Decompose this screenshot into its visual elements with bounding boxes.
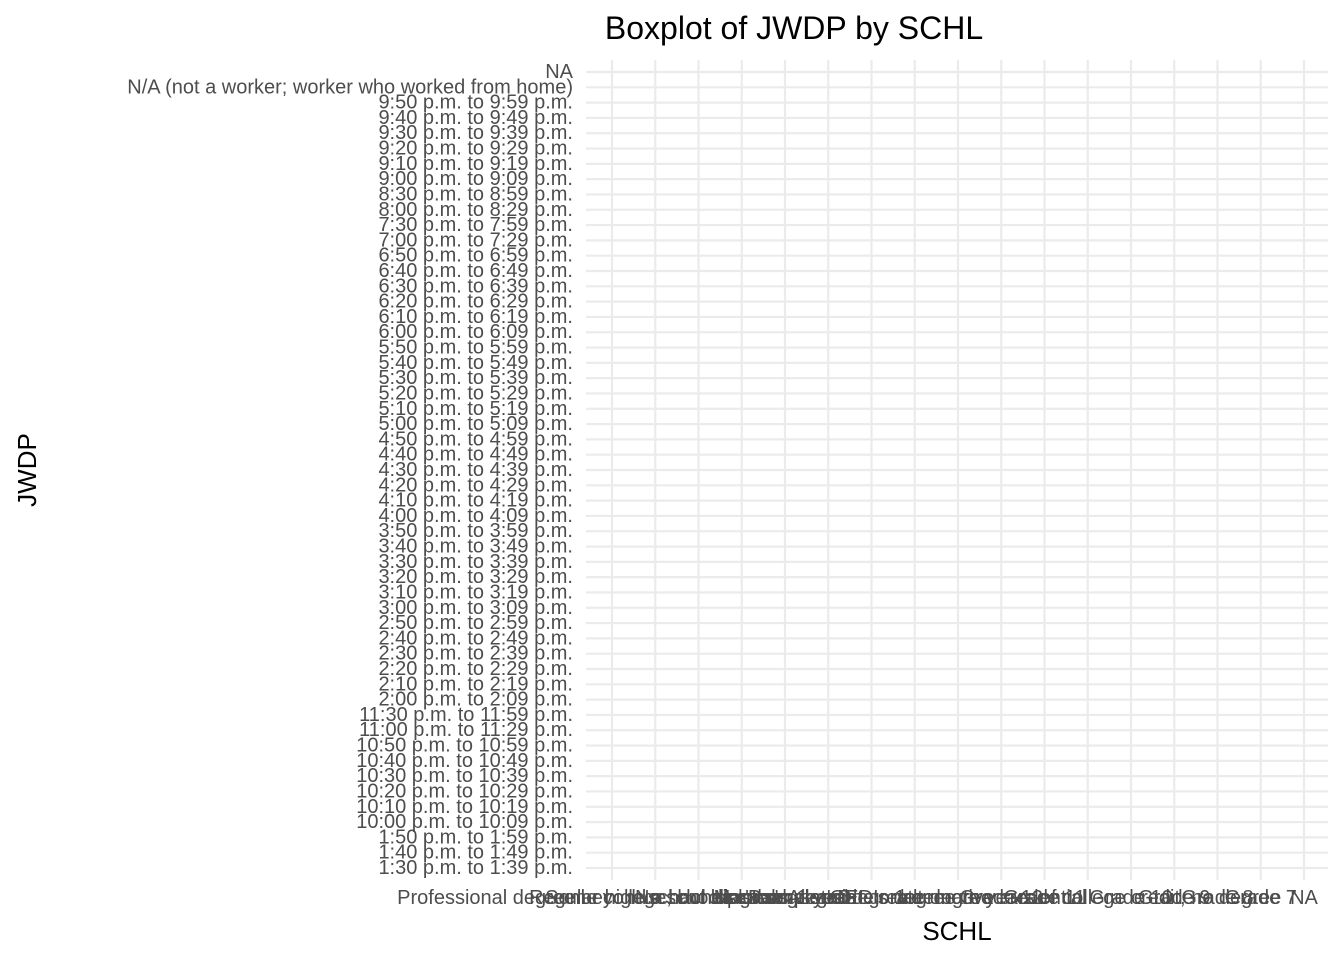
x-tick-label: GED or alternative credential xyxy=(830,887,1087,909)
y-tick-label: 10:50 p.m. to 10:59 p.m. xyxy=(356,735,573,757)
y-tick-label: 4:30 p.m. to 4:39 p.m. xyxy=(378,459,573,481)
y-tick-label: NA xyxy=(545,61,573,83)
y-tick-label: 10:10 p.m. to 10:19 p.m. xyxy=(356,796,573,818)
y-tick-label: 2:30 p.m. to 2:39 p.m. xyxy=(378,643,573,665)
y-tick-label: 3:20 p.m. to 3:29 p.m. xyxy=(378,566,573,588)
y-tick-label: 7:00 p.m. to 7:29 p.m. xyxy=(378,229,573,251)
y-tick-label: 3:50 p.m. to 3:59 p.m. xyxy=(378,520,573,542)
y-tick-label: 1:50 p.m. to 1:59 p.m. xyxy=(378,826,573,848)
x-tick-label: 1 or more years of college credit, no de… xyxy=(894,887,1281,909)
y-tick-label: 10:40 p.m. to 10:49 p.m. xyxy=(356,750,573,772)
y-tick-label: 5:40 p.m. to 5:49 p.m. xyxy=(378,352,573,374)
x-tick-label: No schooling completed xyxy=(635,887,848,909)
x-axis-title: SCHL xyxy=(922,916,991,946)
x-tick-label: Bachelor's degree xyxy=(748,887,909,909)
y-tick-label: 2:10 p.m. to 2:19 p.m. xyxy=(378,673,573,695)
x-axis-tick-labels: Professional degree beyond a bachelor's … xyxy=(397,887,1318,909)
chart-title: Boxplot of JWDP by SCHL xyxy=(605,10,983,46)
y-axis-title: JWDP xyxy=(12,433,42,507)
grid-lines xyxy=(586,60,1328,880)
y-tick-label: 4:20 p.m. to 4:29 p.m. xyxy=(378,474,573,496)
x-tick-label: Associate's degree xyxy=(787,887,955,909)
y-tick-label: 10:00 p.m. to 10:09 p.m. xyxy=(356,811,573,833)
y-tick-label: 1:30 p.m. to 1:39 p.m. xyxy=(378,857,573,879)
x-tick-label: Doctorate degree xyxy=(837,887,992,909)
x-tick-label: Grade 12 xyxy=(960,887,1043,909)
x-tick-label: Grade 11 xyxy=(1004,887,1086,909)
y-tick-label: 9:00 p.m. to 9:09 p.m. xyxy=(378,168,573,190)
y-tick-label: 11:00 p.m. to 11:29 p.m. xyxy=(359,719,573,741)
x-tick-label: NA xyxy=(1290,887,1318,909)
y-tick-label: 9:10 p.m. to 9:19 p.m. xyxy=(378,153,573,175)
y-tick-label: 9:40 p.m. to 9:49 p.m. xyxy=(378,107,573,129)
y-tick-label: 2:20 p.m. to 2:29 p.m. xyxy=(378,658,573,680)
y-tick-label: 3:00 p.m. to 3:09 p.m. xyxy=(378,597,573,619)
y-tick-label: 8:30 p.m. to 8:59 p.m. xyxy=(378,183,573,205)
y-tick-label: 4:00 p.m. to 4:09 p.m. xyxy=(378,505,573,527)
y-tick-label: 5:50 p.m. to 5:59 p.m. xyxy=(378,337,573,359)
y-tick-label: 2:40 p.m. to 2:49 p.m. xyxy=(378,627,573,649)
y-tick-label: 5:00 p.m. to 5:09 p.m. xyxy=(378,413,573,435)
y-tick-label: 9:50 p.m. to 9:59 p.m. xyxy=(378,92,573,114)
y-tick-label: 6:10 p.m. to 6:19 p.m. xyxy=(378,306,573,328)
y-tick-label: 6:30 p.m. to 6:39 p.m. xyxy=(378,275,573,297)
y-tick-label: N/A (not a worker; worker who worked fro… xyxy=(127,76,573,98)
y-tick-label: 3:30 p.m. to 3:39 p.m. xyxy=(378,551,573,573)
y-tick-label: 5:30 p.m. to 5:39 p.m. xyxy=(378,367,573,389)
x-tick-label: Grade 8 xyxy=(1181,887,1253,909)
y-tick-label: 6:00 p.m. to 6:09 p.m. xyxy=(378,321,573,343)
y-tick-label: 8:00 p.m. to 8:29 p.m. xyxy=(378,199,573,221)
y-tick-label: 9:20 p.m. to 9:29 p.m. xyxy=(378,138,573,160)
x-tick-label: Some college, but less than 1 year xyxy=(545,887,852,909)
y-tick-label: 10:30 p.m. to 10:39 p.m. xyxy=(356,765,573,787)
y-tick-label: 6:40 p.m. to 6:49 p.m. xyxy=(378,260,573,282)
y-tick-label: 7:30 p.m. to 7:59 p.m. xyxy=(378,214,573,236)
y-tick-label: 6:50 p.m. to 6:59 p.m. xyxy=(378,245,573,267)
y-axis-tick-labels: 1:30 p.m. to 1:39 p.m.1:40 p.m. to 1:49 … xyxy=(127,61,573,879)
y-tick-label: 2:50 p.m. to 2:59 p.m. xyxy=(378,612,573,634)
y-tick-label: 3:40 p.m. to 3:49 p.m. xyxy=(378,536,573,558)
y-tick-label: 4:40 p.m. to 4:49 p.m. xyxy=(378,444,573,466)
x-tick-label: Regular high school diploma xyxy=(529,887,782,909)
x-tick-label: Grade 10 xyxy=(1089,887,1172,909)
y-tick-label: 6:20 p.m. to 6:29 p.m. xyxy=(378,291,573,313)
y-tick-label: 9:30 p.m. to 9:39 p.m. xyxy=(378,122,573,144)
y-tick-label: 5:20 p.m. to 5:29 p.m. xyxy=(378,382,573,404)
y-tick-label: 11:30 p.m. to 11:59 p.m. xyxy=(359,704,573,726)
x-tick-label: Professional degree beyond a bachelor's … xyxy=(397,887,827,909)
y-tick-label: 3:10 p.m. to 3:19 p.m. xyxy=(378,581,573,603)
x-tick-label: Grade 9 xyxy=(1138,887,1210,909)
y-tick-label: 4:50 p.m. to 4:59 p.m. xyxy=(378,428,573,450)
x-tick-label: Master's degree xyxy=(714,887,857,909)
x-tick-label: Grade 7 xyxy=(1225,887,1297,909)
y-tick-label: 4:10 p.m. to 4:19 p.m. xyxy=(378,490,573,512)
y-tick-label: 1:40 p.m. to 1:49 p.m. xyxy=(378,842,573,864)
y-tick-label: 2:00 p.m. to 2:09 p.m. xyxy=(378,689,573,711)
y-tick-label: 5:10 p.m. to 5:19 p.m. xyxy=(378,398,573,420)
y-tick-label: 10:20 p.m. to 10:29 p.m. xyxy=(356,780,573,802)
